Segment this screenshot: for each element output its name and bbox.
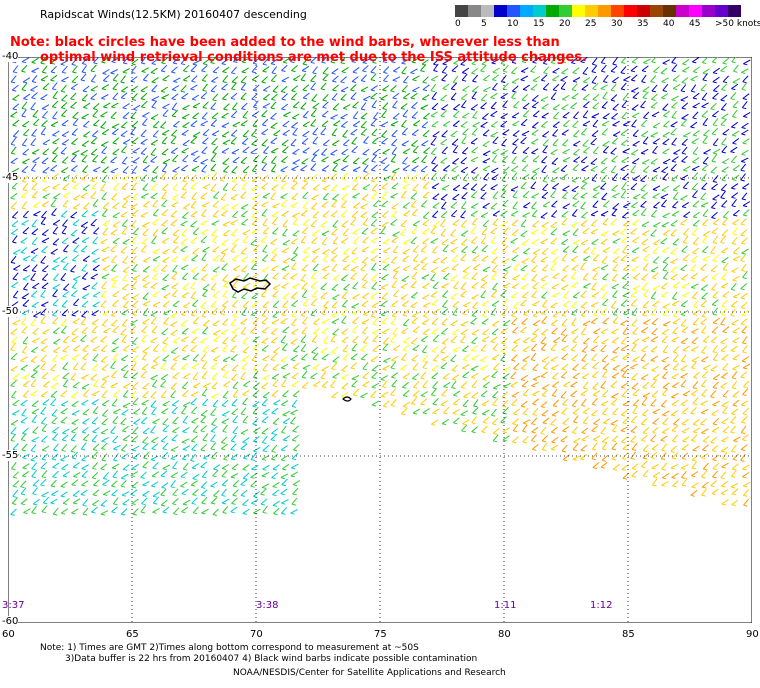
legend-swatch [715,5,728,17]
legend-label: 35 [637,19,649,29]
wind-barb-map [8,57,752,623]
legend-color-bar [455,5,760,17]
legend-swatch [598,5,611,17]
legend-label: 40 [663,19,675,29]
pass-time-label: 3:37 [2,600,25,611]
legend-swatch [494,5,507,17]
latitude-label: -40 [2,51,19,62]
legend-swatch [702,5,715,17]
legend-swatch [507,5,520,17]
legend-swatch [585,5,598,17]
legend-labels: 0 5 10 15 20 25 30 35 40 45 >50 knots [455,17,760,29]
longitude-label: 65 [126,629,139,640]
legend-swatch [468,5,481,17]
pass-time-label: 3:38 [256,600,279,611]
longitude-label: 60 [2,629,15,640]
legend-label: 10 [507,19,519,29]
legend-label: 5 [481,19,487,29]
pass-time-label: 1:12 [590,600,613,611]
latitude-label: -55 [2,450,19,461]
legend-swatch [689,5,702,17]
legend-swatch [637,5,650,17]
contamination-note-line1: Note: black circles have been added to t… [10,35,560,50]
longitude-label: 75 [374,629,387,640]
map-title: Rapidscat Winds(12.5KM) 20160407 descend… [40,8,307,21]
legend-swatch [728,5,741,17]
longitude-label: 80 [498,629,511,640]
kerguelen-island-outline [229,277,352,402]
legend-label: >50 knots [715,19,760,29]
latitude-label: -60 [2,616,19,627]
map-frame [8,57,752,623]
latitude-label: -45 [2,172,19,183]
legend-swatch [520,5,533,17]
legend-swatch [559,5,572,17]
longitude-label: 85 [622,629,635,640]
legend-swatch [572,5,585,17]
legend-label: 30 [611,19,623,29]
footnote-line2: 3)Data buffer is 22 hrs from 20160407 4)… [65,654,478,664]
legend-swatch [533,5,546,17]
legend-label: 25 [585,19,597,29]
legend-label: 15 [533,19,545,29]
longitude-label: 70 [250,629,263,640]
pass-time-label: 1:11 [494,600,517,611]
wind-barbs-layer [10,57,751,516]
legend-label: 20 [559,19,571,29]
contamination-note-line2: optimal wind retrieval conditions are me… [40,50,587,65]
legend-swatch [663,5,676,17]
legend-label: 45 [689,19,701,29]
legend-swatch [676,5,689,17]
legend-label: 0 [455,19,461,29]
legend-swatch [546,5,559,17]
legend-swatch [650,5,663,17]
wind-speed-legend: 0 5 10 15 20 25 30 35 40 45 >50 knots [455,5,760,29]
legend-swatch [611,5,624,17]
legend-swatch [481,5,494,17]
longitude-label: 90 [746,629,759,640]
footnote-line1: Note: 1) Times are GMT 2)Times along bot… [40,643,419,653]
latitude-label: -50 [2,306,19,317]
legend-swatch [455,5,468,17]
lat-lon-grid [8,57,752,623]
credit-line: NOAA/NESDIS/Center for Satellite Applica… [233,668,506,678]
legend-swatch [624,5,637,17]
